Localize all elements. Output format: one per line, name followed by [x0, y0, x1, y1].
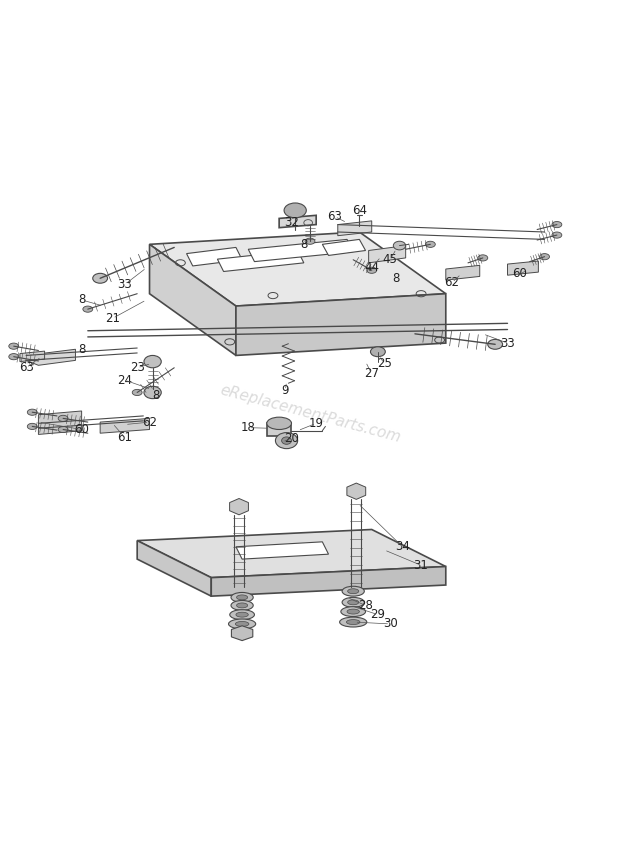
Ellipse shape [367, 267, 377, 273]
Polygon shape [446, 265, 480, 280]
Text: 30: 30 [383, 618, 397, 631]
Text: 25: 25 [376, 357, 391, 370]
Ellipse shape [58, 415, 68, 422]
Ellipse shape [552, 232, 562, 238]
Text: 44: 44 [364, 261, 379, 274]
Text: 45: 45 [383, 253, 397, 266]
Polygon shape [187, 247, 242, 266]
Ellipse shape [393, 241, 405, 250]
Text: 23: 23 [130, 362, 144, 375]
Polygon shape [211, 567, 446, 596]
Ellipse shape [236, 612, 248, 617]
Text: 60: 60 [74, 423, 89, 436]
Text: 62: 62 [142, 416, 157, 429]
Text: 19: 19 [309, 417, 324, 430]
Polygon shape [267, 423, 291, 436]
Ellipse shape [488, 339, 503, 350]
Polygon shape [20, 351, 45, 362]
Ellipse shape [230, 610, 254, 619]
Polygon shape [149, 244, 236, 356]
Ellipse shape [237, 603, 247, 608]
Ellipse shape [539, 253, 549, 259]
Text: 8: 8 [78, 294, 86, 307]
Text: 63: 63 [327, 210, 342, 223]
Ellipse shape [231, 600, 253, 611]
Ellipse shape [348, 600, 359, 605]
Ellipse shape [281, 437, 291, 444]
Ellipse shape [341, 606, 366, 617]
Text: 62: 62 [445, 276, 459, 289]
Ellipse shape [144, 387, 161, 399]
Text: 8: 8 [152, 389, 159, 402]
Polygon shape [347, 483, 366, 499]
Ellipse shape [93, 273, 107, 283]
Ellipse shape [9, 343, 19, 350]
Polygon shape [149, 232, 446, 306]
Text: 31: 31 [414, 559, 428, 572]
Polygon shape [137, 529, 446, 577]
Text: eReplacementParts.com: eReplacementParts.com [218, 382, 402, 446]
Polygon shape [236, 294, 446, 356]
Ellipse shape [144, 356, 161, 368]
Ellipse shape [284, 203, 306, 218]
Text: 8: 8 [392, 271, 400, 285]
Ellipse shape [231, 593, 253, 602]
Polygon shape [508, 261, 538, 275]
Polygon shape [338, 221, 372, 235]
Polygon shape [322, 240, 366, 255]
Text: 61: 61 [117, 431, 132, 444]
Ellipse shape [305, 238, 315, 244]
Ellipse shape [347, 609, 360, 614]
Polygon shape [279, 216, 316, 228]
Ellipse shape [478, 255, 488, 261]
Text: 29: 29 [370, 608, 386, 621]
Polygon shape [38, 411, 82, 435]
Text: 33: 33 [117, 278, 132, 291]
Ellipse shape [27, 423, 37, 430]
Polygon shape [248, 240, 353, 262]
Polygon shape [26, 350, 76, 365]
Ellipse shape [236, 621, 249, 626]
Polygon shape [218, 251, 304, 271]
Ellipse shape [237, 595, 247, 600]
Ellipse shape [275, 433, 298, 448]
Text: 34: 34 [395, 540, 410, 553]
Polygon shape [100, 418, 149, 433]
Text: 28: 28 [358, 599, 373, 612]
Ellipse shape [342, 587, 365, 596]
Ellipse shape [267, 417, 291, 430]
Polygon shape [369, 246, 405, 263]
Text: 60: 60 [512, 267, 527, 280]
Text: 21: 21 [105, 312, 120, 325]
Polygon shape [236, 542, 329, 559]
Text: 64: 64 [352, 204, 367, 216]
Ellipse shape [58, 426, 68, 433]
Text: 9: 9 [281, 384, 289, 397]
Text: 33: 33 [500, 337, 515, 350]
Ellipse shape [340, 617, 367, 627]
Text: 18: 18 [241, 421, 255, 434]
Ellipse shape [229, 619, 255, 629]
Ellipse shape [132, 389, 142, 395]
Ellipse shape [425, 241, 435, 247]
Ellipse shape [347, 619, 360, 624]
Ellipse shape [552, 222, 562, 228]
Text: 24: 24 [117, 374, 132, 387]
Ellipse shape [348, 588, 359, 594]
Text: 27: 27 [364, 368, 379, 381]
Ellipse shape [9, 354, 19, 360]
Ellipse shape [27, 409, 37, 415]
Ellipse shape [342, 597, 365, 607]
Polygon shape [229, 498, 249, 515]
Text: 32: 32 [284, 216, 299, 229]
Text: 8: 8 [78, 343, 86, 356]
Text: 63: 63 [19, 362, 33, 375]
Ellipse shape [83, 306, 93, 312]
Text: 8: 8 [300, 238, 308, 251]
Ellipse shape [371, 347, 385, 356]
Polygon shape [231, 625, 253, 641]
Text: 20: 20 [284, 432, 299, 445]
Polygon shape [137, 540, 211, 596]
